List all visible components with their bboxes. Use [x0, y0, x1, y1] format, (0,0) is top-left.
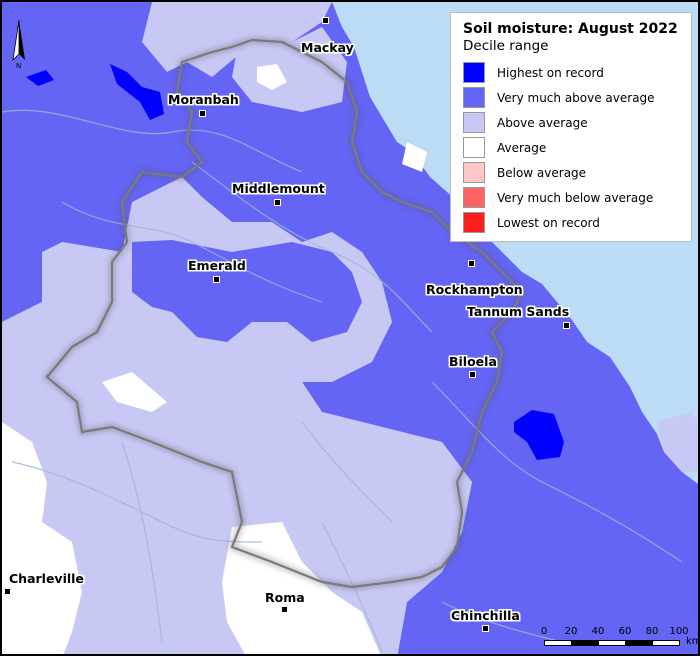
north-arrow-icon: N [12, 19, 25, 70]
town-label-rockhampton[interactable]: Rockhampton [426, 282, 523, 297]
legend-item-above[interactable]: Above average [463, 110, 681, 135]
town-label-middlemount[interactable]: Middlemount [232, 181, 325, 196]
town-label-moranbah[interactable]: Moranbah [168, 92, 239, 107]
north-arrow-label: N [16, 62, 21, 70]
town-marker-middlemount[interactable] [274, 199, 281, 206]
legend-swatch [463, 162, 485, 183]
legend-item-label: Very much below average [497, 190, 654, 205]
scale-segment [598, 640, 626, 646]
region-highest-northwest [110, 64, 164, 120]
scale-segment [652, 640, 680, 646]
legend-item-label: Above average [497, 115, 588, 130]
region-above-patch-2 [2, 242, 472, 654]
town-marker-roma[interactable] [281, 606, 288, 613]
legend-item-very-much-below[interactable]: Very much below average [463, 185, 681, 210]
legend-item-label: Very much above average [497, 90, 655, 105]
region-above-coastal-patch [657, 412, 698, 472]
legend-swatch [463, 187, 485, 208]
region-boundary [45, 38, 524, 589]
town-marker-mackay[interactable] [322, 17, 329, 24]
scale-tick: 0 [540, 626, 548, 637]
legend-item-average[interactable]: Average [463, 135, 681, 160]
scale-segment [571, 640, 599, 646]
town-marker-moranbah[interactable] [199, 110, 206, 117]
town-label-tannum-sands[interactable]: Tannum Sands [467, 304, 570, 319]
legend-item-label: Average [497, 140, 547, 155]
legend-swatch [463, 112, 485, 133]
scale-tick: 40 [591, 626, 605, 637]
legend-swatch [463, 62, 485, 83]
region-above-inland-north [232, 27, 347, 112]
legend-title: Soil moisture: August 2022 [463, 21, 678, 37]
town-marker-tannum-sands[interactable] [563, 322, 570, 329]
legend-item-below[interactable]: Below average [463, 160, 681, 185]
rivers [2, 109, 683, 653]
region-highest-east [514, 410, 564, 460]
town-marker-biloela[interactable] [469, 371, 476, 378]
region-average-patch-1 [102, 372, 167, 412]
town-marker-emerald[interactable] [213, 276, 220, 283]
legend-item-highest[interactable]: Highest on record [463, 60, 681, 85]
region-very-much-above-northwest [22, 62, 192, 252]
region-highest-west [26, 70, 54, 86]
legend-panel: Soil moisture: August 2022 Decile range … [450, 12, 692, 242]
town-label-roma[interactable]: Roma [265, 590, 305, 605]
scale-tick: 20 [564, 626, 578, 637]
region-average-patch-2 [257, 64, 287, 90]
north-arrow: N [11, 19, 27, 70]
town-label-emerald[interactable]: Emerald [188, 258, 246, 273]
legend-swatch [463, 212, 485, 233]
scale-segment [625, 640, 653, 646]
scale-tick: 60 [618, 626, 632, 637]
town-label-chinchilla[interactable]: Chinchilla [451, 608, 520, 623]
legend-item-very-much-above[interactable]: Very much above average [463, 85, 681, 110]
scale-segment [544, 640, 572, 646]
legend-item-label: Below average [497, 165, 587, 180]
region-average-patch-3 [402, 142, 427, 172]
region-very-much-above-central [132, 240, 362, 342]
scale-tick: 100 [669, 626, 689, 637]
region-average-southwest [2, 422, 82, 654]
town-label-mackay[interactable]: Mackay [301, 40, 354, 55]
town-marker-charleville[interactable] [4, 588, 11, 595]
legend-swatch [463, 137, 485, 158]
scale-bar: 0 20 40 60 80 100 km [538, 626, 698, 654]
scale-tick: 80 [645, 626, 659, 637]
legend-item-label: Lowest on record [497, 215, 600, 230]
legend-item-label: Highest on record [497, 65, 604, 80]
town-label-charleville[interactable]: Charleville [9, 571, 84, 586]
town-marker-chinchilla[interactable] [482, 625, 489, 632]
town-label-biloela[interactable]: Biloela [449, 354, 497, 369]
legend-subtitle: Decile range [463, 38, 549, 54]
town-marker-rockhampton[interactable] [468, 260, 475, 267]
legend-swatch [463, 87, 485, 108]
legend-item-lowest[interactable]: Lowest on record [463, 210, 681, 235]
scale-unit: km [686, 636, 700, 647]
